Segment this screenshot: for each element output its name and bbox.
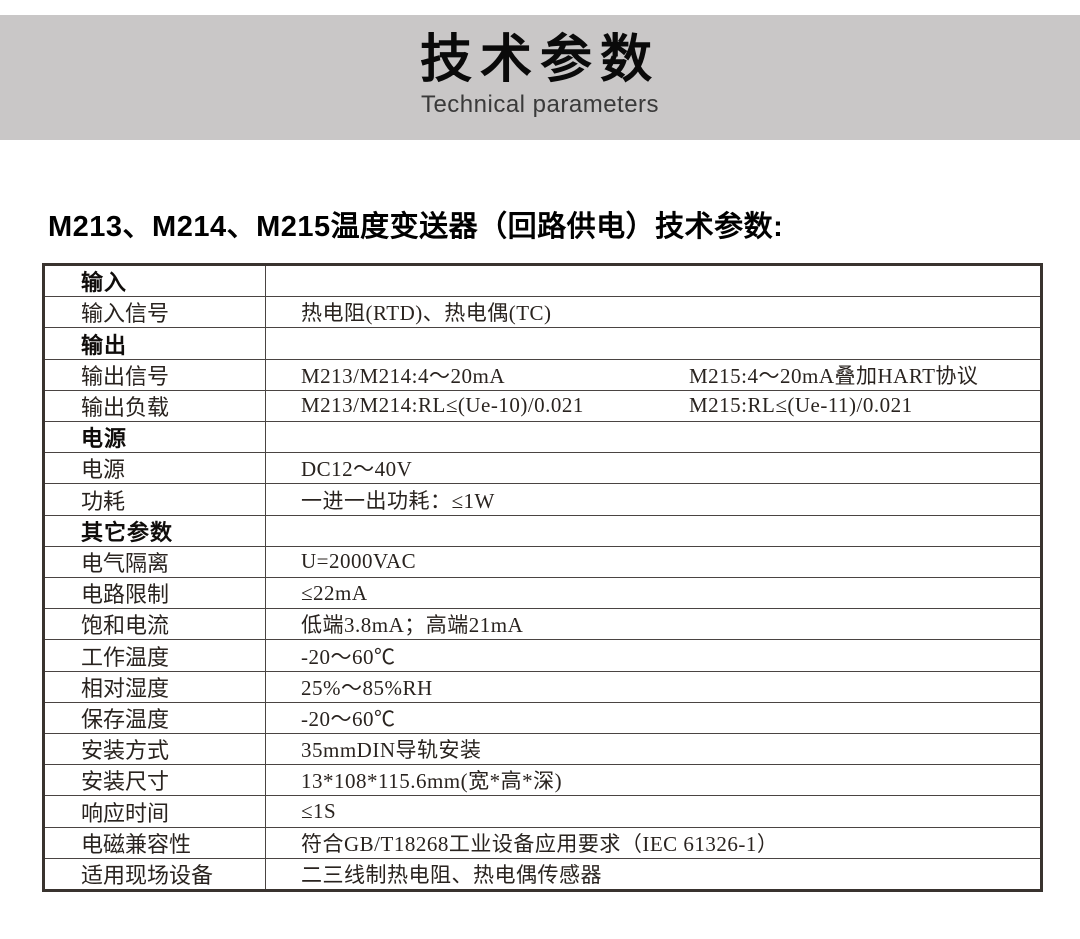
param-value-cell [266, 328, 1040, 358]
table-row: 电磁兼容性 符合GB/T18268工业设备应用要求（IEC 61326-1） [45, 827, 1040, 859]
param-value: M213/M214:4～20mA [301, 363, 506, 388]
table-row: 适用现场设备 二三线制热电阻、热电偶传感器 [45, 858, 1040, 890]
param-value-cell: ≤1S [266, 796, 1040, 826]
param-name-cell: 电路限制 [45, 578, 266, 609]
param-name-cell: 输入信号 [45, 297, 266, 328]
param-name-cell: 适用现场设备 [45, 858, 266, 890]
param-name-cell: 相对湿度 [45, 671, 266, 702]
table-row: 安装方式 35mmDIN导轨安装 [45, 734, 1040, 766]
param-value-cell: 25%～85%RH [266, 672, 1040, 702]
param-value-cell: 热电阻(RTD)、热电偶(TC) [266, 297, 1040, 327]
param-value: 二三线制热电阻、热电偶传感器 [301, 862, 602, 887]
param-value-cell: 低端3.8mA；高端21mA [266, 609, 1040, 639]
table-row: 功耗 一进一出功耗：≤1W [45, 484, 1040, 516]
param-name-cell: 保存温度 [45, 702, 266, 734]
param-name-cell: 输出 [45, 328, 266, 359]
table-row: 相对湿度 25%～85%RH [45, 671, 1040, 703]
param-name-cell: 电源 [45, 453, 266, 484]
table-row: 输出信号 M213/M214:4～20mA M215:4～20mA叠加HART协议 [45, 359, 1040, 391]
param-value-cell: 二三线制热电阻、热电偶传感器 [266, 859, 1040, 889]
param-value-cell: 符合GB/T18268工业设备应用要求（IEC 61326-1） [266, 828, 1040, 858]
param-value: DC12～40V [301, 457, 413, 482]
param-value-cell: 13*108*115.6mm(宽*高*深) [266, 765, 1040, 795]
page-subtitle: Technical parameters [420, 90, 660, 118]
section-row: 电源 [45, 422, 1040, 454]
param-value: -20～60℃ [301, 644, 396, 669]
param-name-cell: 安装方式 [45, 734, 266, 765]
table-row: 安装尺寸 13*108*115.6mm(宽*高*深) [45, 765, 1040, 797]
param-value: 25%～85%RH [301, 675, 433, 700]
table-row: 输出负载 M213/M214:RL≤(Ue-10)/0.021 M215:RL≤(U… [45, 390, 1040, 423]
param-value-cell: 35mmDIN导轨安装 [266, 734, 1040, 764]
param-name-cell: 电磁兼容性 [45, 827, 266, 858]
param-value-cell [266, 422, 1040, 452]
section-row: 其它参数 [45, 515, 1040, 547]
param-name-cell: 功耗 [45, 484, 266, 515]
header-banner: 技术参数 Technical parameters [0, 15, 1080, 140]
param-name-cell: 其它参数 [45, 515, 266, 546]
param-value: 热电阻(RTD)、热电偶(TC) [301, 301, 552, 326]
param-value: -20～60℃ [301, 706, 396, 731]
spec-table: 输入 输入信号 热电阻(RTD)、热电偶(TC) 输出 输出信号 M213/M214:4～… [42, 263, 1043, 892]
param-value-cell: 一进一出功耗：≤1W [266, 484, 1040, 514]
param-name-cell: 输出信号 [45, 359, 266, 390]
table-row: 输入信号 热电阻(RTD)、热电偶(TC) [45, 297, 1040, 329]
param-value-cell [266, 516, 1040, 546]
table-row: 保存温度 -20～60℃ [45, 702, 1040, 735]
param-value-cell: DC12～40V [266, 453, 1040, 483]
param-value-cell: U=2000VAC [266, 547, 1040, 577]
table-row: 工作温度 -20～60℃ [45, 640, 1040, 672]
param-value-cell: M213/M214:4～20mA M215:4～20mA叠加HART协议 [266, 360, 1040, 390]
param-value: 13*108*115.6mm(宽*高*深) [301, 769, 563, 794]
param-value: U=2000VAC [301, 549, 417, 574]
table-row: 电源 DC12～40V [45, 453, 1040, 485]
param-value: 一进一出功耗：≤1W [301, 488, 495, 513]
page: { "banner": { "title": "技术参数", "subtitle… [0, 15, 1080, 939]
section-row: 输出 [45, 328, 1040, 360]
param-value-cell: ≤22mA [266, 578, 1040, 608]
param-name-cell: 输出负载 [45, 390, 266, 422]
param-value: ≤22mA [301, 580, 368, 605]
section-heading: M213、M214、M215温度变送器（回路供电）技术参数: [48, 211, 784, 243]
param-value-cell: M213/M214:RL≤(Ue-10)/0.021 M215:RL≤(Ue-11… [266, 391, 1040, 421]
param-value-secondary: M215:4～20mA叠加HART协议 [689, 363, 979, 388]
table-row: 响应时间 ≤1S [45, 796, 1040, 828]
param-name-cell: 电源 [45, 422, 266, 453]
param-name-cell: 安装尺寸 [45, 765, 266, 796]
param-value: 低端3.8mA；高端21mA [301, 613, 524, 638]
param-value: 符合GB/T18268工业设备应用要求（IEC 61326-1） [301, 831, 779, 856]
table-row: 饱和电流 低端3.8mA；高端21mA [45, 609, 1040, 641]
param-name-cell: 输入 [45, 266, 266, 297]
param-value: ≤1S [301, 799, 337, 824]
param-value-secondary: M215:RL≤(Ue-11)/0.021 [689, 393, 913, 418]
param-value: 35mmDIN导轨安装 [301, 738, 482, 763]
table-row: 电路限制 ≤22mA [45, 578, 1040, 610]
param-name-cell: 电气隔离 [45, 546, 266, 578]
table-row: 电气隔离 U=2000VAC [45, 546, 1040, 579]
param-name-cell: 工作温度 [45, 640, 266, 671]
param-value: M213/M214:RL≤(Ue-10)/0.021 [301, 393, 584, 418]
param-value-cell: -20～60℃ [266, 640, 1040, 670]
param-name-cell: 饱和电流 [45, 609, 266, 640]
page-title: 技术参数 [419, 31, 660, 89]
section-row: 输入 [45, 266, 1040, 298]
param-name-cell: 响应时间 [45, 796, 266, 827]
param-value-cell [266, 266, 1040, 296]
param-value-cell: -20～60℃ [266, 703, 1040, 733]
